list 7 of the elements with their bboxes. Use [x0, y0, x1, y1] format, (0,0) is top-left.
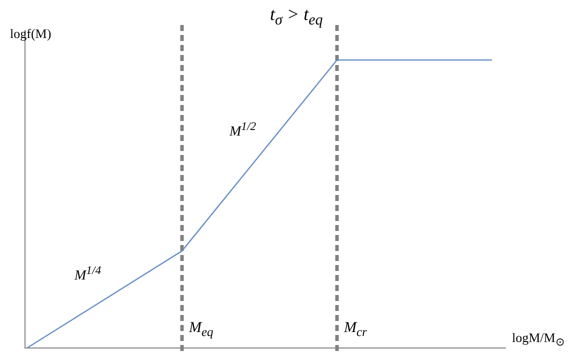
annotation: M$^{1/4}$: [74, 264, 102, 286]
x-tick-label: M$_{cr}$: [344, 320, 367, 340]
chart-title: t$_{σ}$ > t$_{eq}$: [270, 4, 323, 30]
y-axis-title: logf(M): [10, 26, 52, 42]
x-axis-title: logM/M$_{⊙}$: [512, 330, 564, 349]
x-tick-label: M$_{eq}$: [189, 320, 214, 340]
annotation: M$^{1/2}$: [230, 120, 256, 142]
